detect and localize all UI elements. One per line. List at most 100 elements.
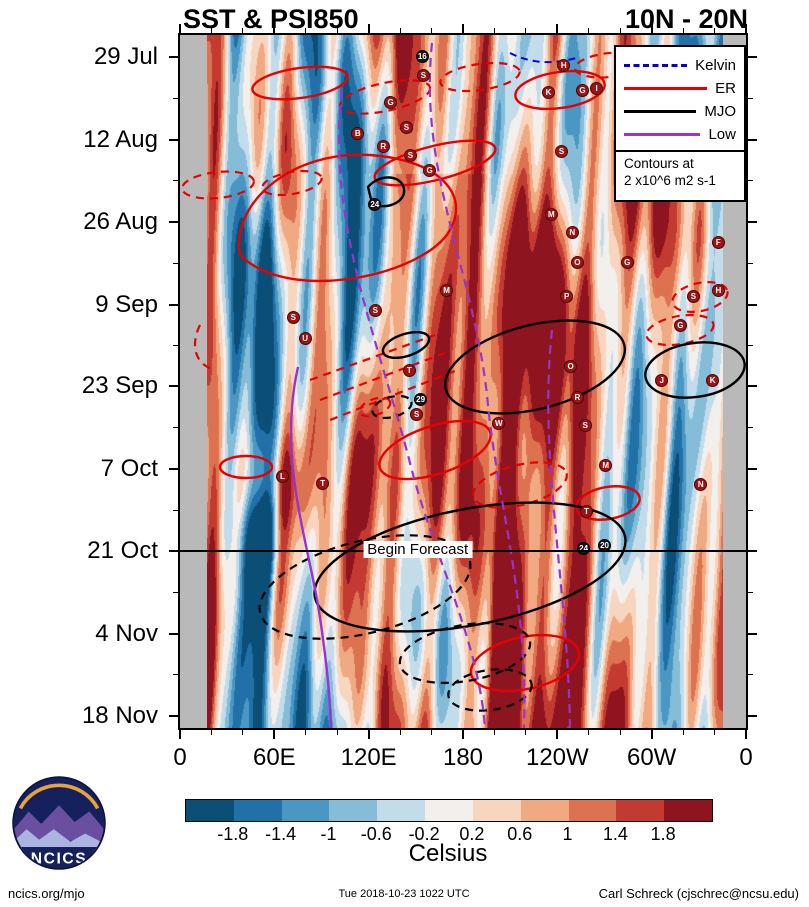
axis-tick [242, 28, 244, 33]
axis-tick [431, 730, 433, 735]
storm-marker: O [564, 359, 578, 373]
storm-marker: W [492, 416, 506, 430]
kelvin-line-sample [624, 64, 688, 67]
axis-tick [556, 730, 559, 739]
legend-row-er: ER [624, 77, 736, 100]
storm-marker: G [620, 255, 634, 269]
colorbar-tick-label: -1.8 [217, 824, 249, 844]
axis-tick [305, 28, 307, 33]
y-axis-label: 18 Nov [81, 701, 158, 729]
legend-label-low: Low [708, 126, 736, 143]
axis-tick [650, 24, 653, 33]
axis-tick [273, 730, 276, 739]
storm-marker: S [399, 120, 413, 134]
colorbar-segment [377, 800, 426, 821]
colorbar-tick-label: 1 [562, 824, 573, 844]
x-axis-label: 120E [340, 744, 397, 771]
axis-tick [273, 24, 276, 33]
axis-tick [714, 28, 716, 33]
storm-marker: K [706, 373, 720, 387]
axis-tick [169, 221, 178, 224]
footer-credit: Carl Schreck (cjschrec@ncsu.edu) [598, 886, 799, 901]
axis-tick [619, 730, 621, 735]
axis-tick [336, 28, 338, 33]
colorbar-segment [329, 800, 378, 821]
axis-tick [367, 730, 370, 739]
axis-tick [173, 674, 178, 676]
axis-tick [748, 138, 757, 141]
colorbar-segment [186, 800, 234, 821]
storm-marker: T [316, 477, 330, 491]
axis-tick [462, 24, 464, 33]
axis-tick [179, 730, 181, 739]
axis-tick [173, 180, 178, 182]
legend-label-kelvin: Kelvin [695, 57, 736, 74]
storm-marker: S [686, 289, 700, 303]
colorbar-segment [520, 800, 569, 821]
storm-marker: H [557, 59, 571, 73]
legend-label-er: ER [715, 80, 736, 97]
storm-marker: 24 [368, 197, 382, 211]
x-axis-label: 0 [173, 744, 187, 771]
storm-marker: 29 [414, 393, 428, 407]
axis-tick [173, 509, 178, 511]
storm-marker: 16 [415, 50, 429, 64]
begin-forecast-line: Begin Forecast [180, 541, 746, 559]
ncics-logo: NCICS [12, 776, 106, 870]
y-axis-label: 9 Sep [95, 290, 158, 318]
colorbar-segment [568, 800, 617, 821]
colorbar-tick-label: -1 [320, 824, 337, 844]
storm-marker: P [560, 289, 574, 303]
axis-tick [493, 730, 495, 735]
storm-marker: J [655, 373, 669, 387]
axis-tick [748, 592, 753, 594]
axis-tick [588, 730, 590, 735]
axis-tick [525, 28, 527, 33]
colorbar-tick-label: -0.2 [408, 824, 440, 844]
axis-tick [462, 730, 464, 739]
colorbar-segment [472, 800, 521, 821]
y-axis-label: 12 Aug [83, 125, 158, 153]
x-axis-label: 120W [525, 744, 589, 771]
axis-tick [619, 28, 621, 33]
colorbar-tick-label: 0.6 [507, 824, 533, 844]
land-mask-left [180, 35, 207, 728]
x-axis-label: 60E [252, 744, 296, 771]
y-axis-label: 29 Jul [93, 43, 158, 71]
storm-marker: 24 [577, 542, 591, 556]
storm-marker: M [544, 208, 558, 222]
storm-markers-layer: 16 S G K H G I B S R S G S 24 M N O F G M P S H S S U T G O J K 29 S R W S L… [180, 35, 746, 728]
legend-divider [616, 150, 744, 152]
colorbar-tick-label: -1.4 [265, 824, 297, 844]
begin-forecast-label: Begin Forecast [363, 541, 473, 559]
legend-note-1: Contours at [624, 156, 694, 171]
axis-tick [399, 730, 401, 735]
axis-tick [169, 714, 178, 717]
axis-tick [173, 427, 178, 429]
axis-tick [748, 97, 753, 99]
axis-tick [431, 28, 433, 33]
storm-marker: S [286, 310, 300, 324]
axis-tick [242, 730, 244, 735]
axis-tick [525, 730, 527, 735]
colorbar-segment [664, 800, 712, 821]
y-axis-label: 4 Nov [95, 619, 158, 647]
colorbar-units: Celsius [408, 840, 488, 867]
x-axis-label: 180 [442, 744, 484, 771]
storm-marker: G [575, 84, 589, 98]
y-axis-label: 7 Oct [100, 454, 158, 482]
legend-row-low: Low [624, 123, 736, 146]
axis-tick [748, 303, 757, 306]
axis-tick [169, 303, 178, 306]
axis-tick [682, 28, 684, 33]
x-axis-label: 60W [626, 744, 677, 771]
colorbar [185, 799, 713, 822]
storm-marker: G [384, 95, 398, 109]
axis-tick [748, 56, 757, 59]
x-axis-label: 0 [739, 744, 753, 771]
axis-tick [748, 509, 753, 511]
logo-mountains-back [14, 805, 104, 841]
axis-tick [556, 24, 559, 33]
footer-url: ncics.org/mjo [8, 886, 85, 901]
storm-marker: S [368, 303, 382, 317]
